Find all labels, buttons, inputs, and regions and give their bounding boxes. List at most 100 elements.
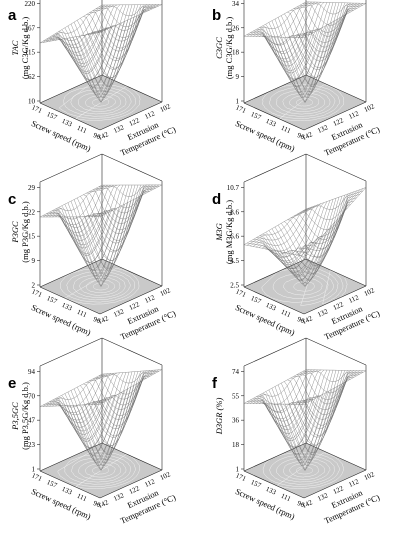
screw-speed-tick-label: 133 xyxy=(264,117,277,129)
temperature-tick-label: 142 xyxy=(97,314,110,326)
mesh-line xyxy=(80,195,141,261)
mesh-line xyxy=(92,189,153,220)
mesh-line xyxy=(264,2,328,80)
contour-line xyxy=(92,466,110,475)
mesh-line xyxy=(305,369,367,371)
mesh-line xyxy=(281,383,342,455)
response-surface xyxy=(39,4,163,103)
contour-line xyxy=(79,276,121,296)
contour-line xyxy=(85,463,116,478)
mesh-line xyxy=(302,3,363,15)
screw-speed-tick-label: 157 xyxy=(249,294,262,306)
z-axis-label-line1: TAC xyxy=(10,40,20,55)
mesh-line xyxy=(252,369,316,413)
screw-speed-tick-label: 96 xyxy=(296,315,306,325)
mesh-line xyxy=(83,379,144,437)
mesh-line xyxy=(66,372,130,464)
mesh-line xyxy=(296,6,357,37)
mesh-line xyxy=(277,384,339,464)
z-tick-label: 22 xyxy=(28,208,36,216)
mesh-line xyxy=(39,184,103,218)
temperature-tick-label: 142 xyxy=(97,130,110,142)
temperature-tick-label: 102 xyxy=(363,102,376,114)
mesh-line xyxy=(293,8,354,48)
contour-line xyxy=(276,452,345,489)
z-axis-label-line2: (mg P3G/Kg d.b.) xyxy=(20,201,30,263)
mesh-line xyxy=(45,373,109,408)
temperature-tick-label: 132 xyxy=(316,491,329,503)
mesh-line xyxy=(86,192,147,241)
mesh-line xyxy=(99,369,163,405)
contour-line xyxy=(77,92,122,112)
response-surface xyxy=(243,187,367,287)
z-tick-label: 18 xyxy=(232,49,240,57)
mesh-line xyxy=(243,1,307,37)
mesh-line xyxy=(80,381,141,446)
screw-speed-tick-label: 171 xyxy=(30,287,43,299)
mesh-line xyxy=(77,383,138,455)
mesh-line xyxy=(284,13,345,78)
mesh-line xyxy=(261,202,325,263)
mesh-line xyxy=(48,4,112,49)
z-tick-label: 29 xyxy=(28,184,36,192)
mesh-line xyxy=(246,369,310,404)
z-tick-label: 70 xyxy=(28,392,36,400)
mesh-line xyxy=(77,197,138,271)
z-tick-label: 62 xyxy=(28,73,36,81)
mesh-line xyxy=(87,4,151,61)
screw-speed-tick-label: 133 xyxy=(264,301,277,313)
mesh-line xyxy=(54,4,118,64)
contour-line xyxy=(339,277,348,298)
z-axis-label-line1: M3G xyxy=(214,223,224,241)
z-tick-label: 9 xyxy=(236,73,240,81)
temperature-tick-label: 122 xyxy=(332,300,345,312)
mesh-line xyxy=(267,2,331,88)
mesh-line xyxy=(261,2,325,71)
screw-speed-tick-label: 133 xyxy=(264,485,277,497)
temperature-tick-label: 132 xyxy=(112,491,125,503)
z-axis-label-line1: P3,5GC xyxy=(10,402,20,431)
mesh-line xyxy=(287,379,348,436)
mesh-line xyxy=(86,11,147,59)
contour-line xyxy=(282,92,326,112)
contour-line xyxy=(71,457,127,483)
temperature-tick-label: 132 xyxy=(316,123,329,135)
z-axis-label: P3,5GC (mg P3,5G/Kg d.b.) xyxy=(10,382,30,450)
temperature-tick-label: 102 xyxy=(363,470,376,482)
mesh-line xyxy=(89,9,150,49)
mesh-line xyxy=(51,373,115,424)
panel-letter: d xyxy=(212,191,221,208)
temperature-tick-label: 102 xyxy=(363,286,376,298)
z-tick-label: 1 xyxy=(32,466,36,474)
temperature-tick-label: 112 xyxy=(347,109,360,121)
contour-line xyxy=(64,454,132,485)
screw-speed-tick-label: 133 xyxy=(60,117,73,129)
mesh-line xyxy=(54,372,118,432)
mesh-line xyxy=(89,376,150,416)
floor-contours xyxy=(58,83,141,121)
temperature-tick-label: 132 xyxy=(112,307,125,319)
mesh-line xyxy=(252,1,316,46)
mesh-line xyxy=(48,373,112,415)
z-tick-label: 34 xyxy=(232,0,240,8)
z-tick-label: 1 xyxy=(236,98,240,106)
mesh-line xyxy=(58,207,119,263)
z-axis-label-line2: (mg M3G/Kg d.b.) xyxy=(224,200,234,264)
temperature-tick-label: 112 xyxy=(143,109,156,121)
mesh-line xyxy=(287,11,348,68)
screw-speed-tick-label: 171 xyxy=(30,103,43,115)
z-axis-label-line2: (mg C3G/Kg d.b.) xyxy=(224,17,234,80)
z-tick-label: 36 xyxy=(232,417,240,425)
z-tick-label: 167 xyxy=(25,24,36,32)
mesh-line xyxy=(302,190,363,211)
mesh-line xyxy=(290,377,351,426)
mesh-line xyxy=(45,4,109,43)
mesh-line xyxy=(255,204,319,252)
mesh-line xyxy=(93,369,157,410)
response-surface xyxy=(243,1,367,103)
contour-line xyxy=(296,98,314,107)
mesh-line xyxy=(255,369,319,422)
mesh-line xyxy=(77,15,138,88)
contour-line xyxy=(58,83,136,119)
